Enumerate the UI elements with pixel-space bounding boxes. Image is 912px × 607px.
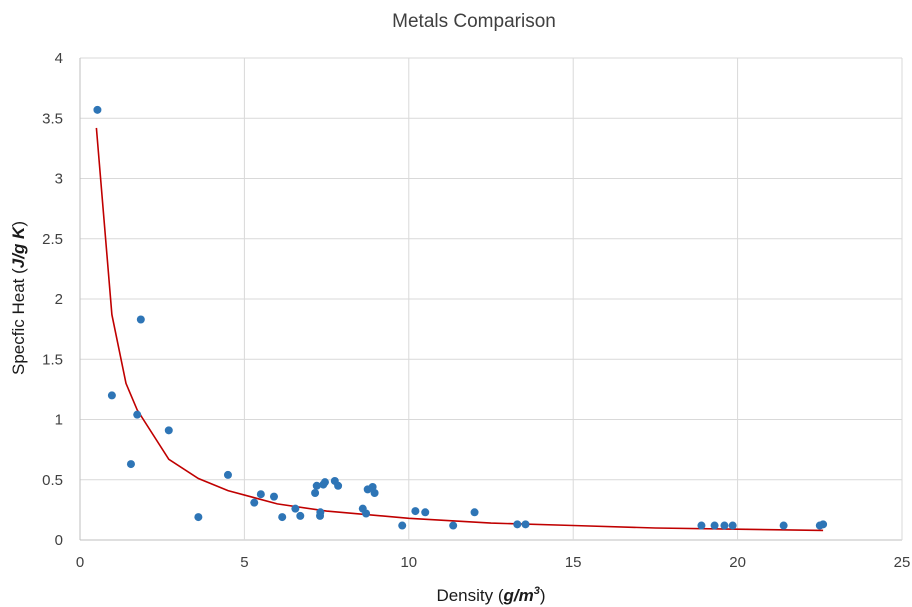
gridlines	[79, 57, 903, 541]
data-point	[470, 508, 479, 517]
x-tick-label: 5	[240, 554, 248, 571]
data-point	[370, 489, 379, 498]
y-tick-label: 2	[55, 291, 63, 308]
data-point	[728, 521, 737, 530]
data-point	[291, 504, 300, 513]
y-axis-label: Specfic Heat (J/g K)	[9, 221, 28, 375]
x-tick-label: 15	[565, 554, 582, 571]
data-point	[398, 521, 407, 530]
data-point	[278, 513, 287, 522]
data-point	[513, 520, 522, 529]
data-point	[269, 492, 278, 501]
y-tick-label: 3.5	[42, 110, 63, 127]
data-point	[697, 521, 706, 530]
data-point	[107, 391, 116, 400]
y-axis-label-prefix: Specfic Heat (	[9, 268, 28, 375]
data-point	[136, 315, 145, 324]
tick-labels: 0 0.5 1 1.5 2 2.5 3 3.5 4 0 5 10 15 20 25	[42, 50, 910, 571]
data-point	[368, 482, 377, 491]
x-tick-label: 10	[400, 554, 417, 571]
data-point	[362, 509, 371, 518]
data-point	[334, 481, 343, 490]
data-point	[133, 410, 142, 419]
data-point	[320, 478, 329, 487]
x-axis-label-sup: 3	[534, 585, 540, 597]
data-point	[521, 520, 530, 529]
y-axis-label-suffix: )	[9, 221, 28, 227]
data-point	[720, 521, 729, 530]
trendline	[95, 127, 824, 532]
x-axis-label-prefix: Density (	[436, 586, 503, 605]
data-point	[819, 520, 828, 529]
data-point	[223, 470, 232, 479]
x-tick-label: 25	[894, 554, 911, 571]
data-point	[779, 521, 788, 530]
x-axis-label: Density (g/m3)	[436, 585, 545, 605]
data-point	[411, 507, 420, 516]
data-point	[312, 481, 321, 490]
data-point	[126, 460, 135, 469]
x-tick-label: 20	[729, 554, 746, 571]
data-point	[311, 489, 320, 498]
chart-title: Metals Comparison	[392, 11, 556, 32]
data-points	[93, 105, 828, 530]
data-point	[256, 490, 265, 499]
y-tick-label: 0	[55, 532, 63, 549]
x-axis-label-unit: g/m	[503, 586, 534, 605]
x-axis-label-suffix: )	[540, 586, 546, 605]
y-tick-label: 1	[55, 412, 63, 429]
data-point	[250, 498, 259, 507]
y-tick-label: 3	[55, 171, 63, 188]
y-tick-label: 4	[55, 50, 63, 67]
x-tick-label: 0	[76, 554, 84, 571]
y-tick-label: 0.5	[42, 472, 63, 489]
data-point	[421, 508, 430, 517]
data-point	[93, 105, 102, 114]
data-point	[710, 521, 719, 530]
data-point	[164, 426, 173, 435]
data-point	[316, 508, 325, 517]
data-point	[194, 513, 203, 522]
trendline-layer	[95, 127, 824, 532]
y-tick-label: 1.5	[42, 351, 63, 368]
data-point	[449, 521, 458, 530]
data-point	[296, 511, 305, 520]
y-axis-label-unit: J/g K	[9, 225, 28, 268]
y-tick-label: 2.5	[42, 231, 63, 248]
